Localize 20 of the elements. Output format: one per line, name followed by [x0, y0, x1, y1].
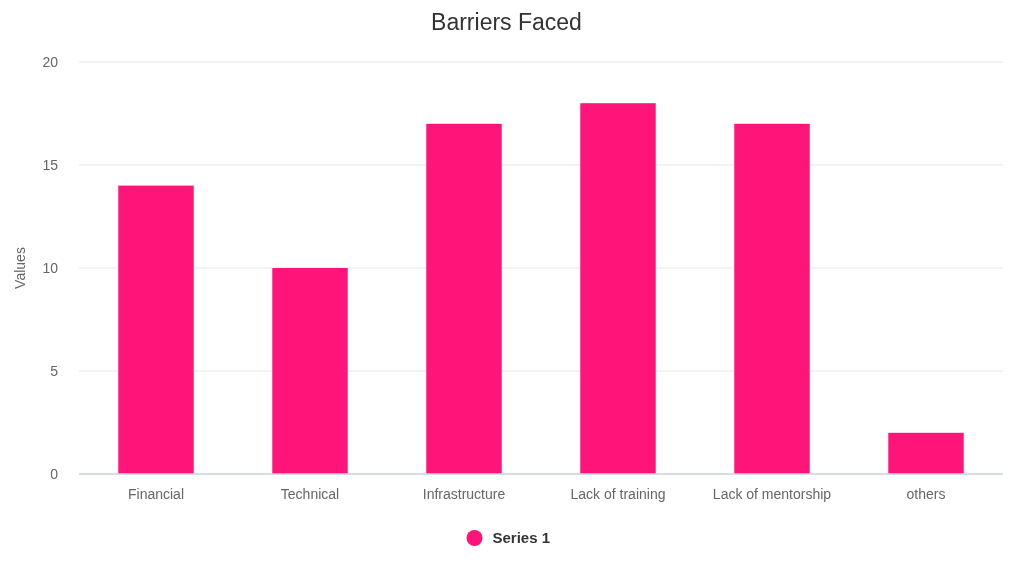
bar: [426, 123, 502, 474]
bar: [734, 123, 810, 474]
x-tick-label: Technical: [280, 486, 340, 502]
x-tick-label: Lack of training: [570, 486, 666, 502]
chart-title: Barriers Faced: [431, 9, 582, 35]
y-axis-title: Values: [12, 247, 28, 289]
y-tick-label: 0: [50, 465, 59, 482]
y-tick-label: 5: [50, 362, 59, 379]
y-tick-label: 20: [42, 53, 59, 70]
x-tick-label: others: [906, 486, 946, 502]
x-tick-label: Financial: [127, 486, 185, 502]
bar: [580, 103, 656, 474]
bar: [118, 185, 194, 474]
y-tick-label: 10: [42, 259, 59, 276]
bar: [888, 432, 964, 474]
x-tick-label: Lack of mentorship: [712, 486, 832, 502]
y-tick-label: 15: [42, 156, 59, 173]
bar: [272, 268, 348, 474]
x-tick-label: Infrastructure: [422, 486, 506, 502]
legend-label: Series 1: [492, 529, 551, 547]
